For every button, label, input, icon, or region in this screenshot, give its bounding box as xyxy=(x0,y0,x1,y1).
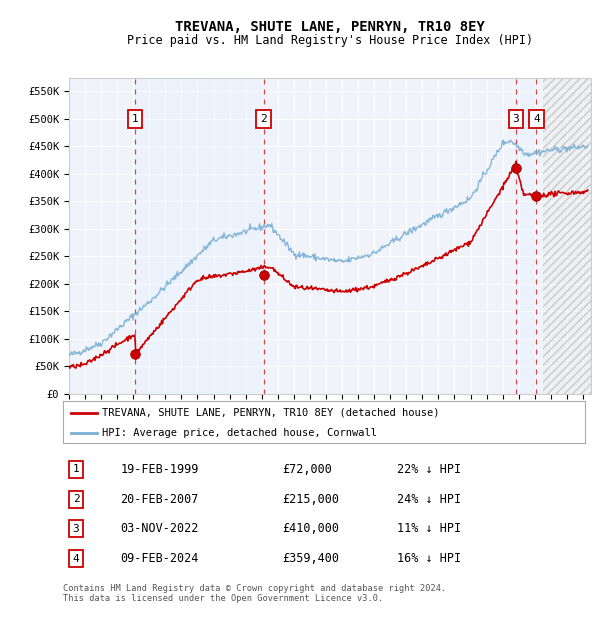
Text: 2: 2 xyxy=(260,113,267,124)
Text: 09-FEB-2024: 09-FEB-2024 xyxy=(121,552,199,565)
Text: 2: 2 xyxy=(73,494,79,504)
Text: 3: 3 xyxy=(73,524,79,534)
Text: 24% ↓ HPI: 24% ↓ HPI xyxy=(397,493,461,505)
Text: 20-FEB-2007: 20-FEB-2007 xyxy=(121,493,199,505)
Text: 22% ↓ HPI: 22% ↓ HPI xyxy=(397,463,461,476)
Bar xyxy=(543,78,591,394)
Text: 3: 3 xyxy=(512,113,520,124)
Text: TREVANA, SHUTE LANE, PENRYN, TR10 8EY (detached house): TREVANA, SHUTE LANE, PENRYN, TR10 8EY (d… xyxy=(102,408,440,418)
Text: £72,000: £72,000 xyxy=(282,463,332,476)
Text: Price paid vs. HM Land Registry's House Price Index (HPI): Price paid vs. HM Land Registry's House … xyxy=(127,35,533,47)
Text: Contains HM Land Registry data © Crown copyright and database right 2024.
This d: Contains HM Land Registry data © Crown c… xyxy=(63,584,446,603)
Text: £359,400: £359,400 xyxy=(282,552,339,565)
Bar xyxy=(135,78,263,394)
Text: £410,000: £410,000 xyxy=(282,523,339,535)
Text: TREVANA, SHUTE LANE, PENRYN, TR10 8EY: TREVANA, SHUTE LANE, PENRYN, TR10 8EY xyxy=(175,20,485,33)
Text: 11% ↓ HPI: 11% ↓ HPI xyxy=(397,523,461,535)
Text: 16% ↓ HPI: 16% ↓ HPI xyxy=(397,552,461,565)
Text: 1: 1 xyxy=(132,113,139,124)
Text: 4: 4 xyxy=(533,113,540,124)
Text: £215,000: £215,000 xyxy=(282,493,339,505)
Text: 4: 4 xyxy=(73,554,79,564)
Bar xyxy=(516,78,536,394)
Text: 19-FEB-1999: 19-FEB-1999 xyxy=(121,463,199,476)
Text: 1: 1 xyxy=(73,464,79,474)
Text: HPI: Average price, detached house, Cornwall: HPI: Average price, detached house, Corn… xyxy=(102,428,377,438)
Bar xyxy=(543,78,591,394)
Text: 03-NOV-2022: 03-NOV-2022 xyxy=(121,523,199,535)
